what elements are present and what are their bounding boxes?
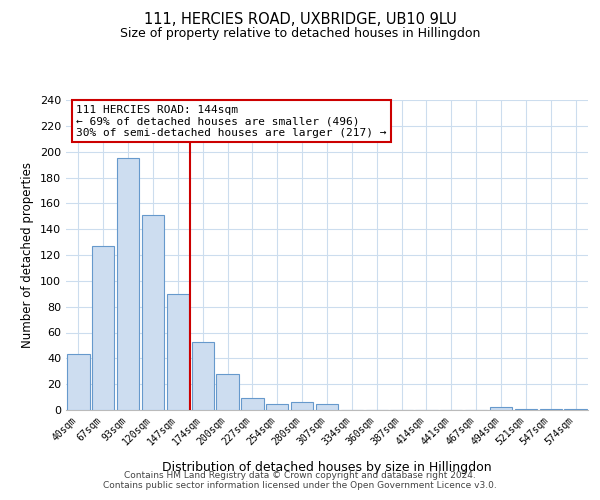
Bar (539, 408, 562, 410)
Bar (565, 408, 587, 410)
X-axis label: Distribution of detached houses by size in Hillingdon: Distribution of detached houses by size … (162, 460, 492, 473)
Bar (142, 215, 164, 410)
Bar (490, 408, 512, 410)
Bar (117, 158, 139, 410)
Bar (167, 294, 189, 410)
Bar (241, 398, 263, 410)
Bar (291, 402, 313, 410)
Bar (515, 408, 537, 410)
Y-axis label: Number of detached properties: Number of detached properties (22, 162, 34, 348)
Text: Size of property relative to detached houses in Hillingdon: Size of property relative to detached ho… (120, 28, 480, 40)
Text: Contains HM Land Registry data © Crown copyright and database right 2024.
Contai: Contains HM Land Registry data © Crown c… (103, 470, 497, 490)
Text: 111 HERCIES ROAD: 144sqm
← 69% of detached houses are smaller (496)
30% of semi-: 111 HERCIES ROAD: 144sqm ← 69% of detach… (76, 104, 387, 138)
Bar (217, 374, 239, 410)
Bar (191, 342, 214, 410)
Bar (266, 404, 289, 410)
Bar (316, 404, 338, 410)
Bar (67, 354, 89, 410)
Text: 111, HERCIES ROAD, UXBRIDGE, UB10 9LU: 111, HERCIES ROAD, UXBRIDGE, UB10 9LU (143, 12, 457, 28)
Bar (92, 246, 115, 410)
